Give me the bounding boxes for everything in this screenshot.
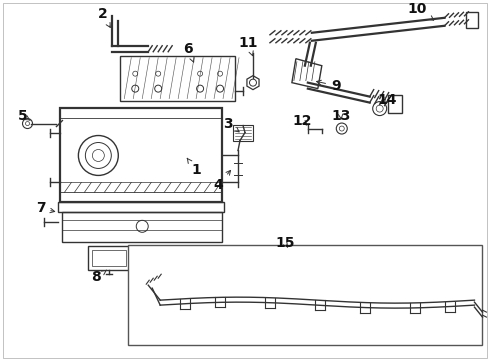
Text: 7: 7 xyxy=(36,201,55,215)
Bar xyxy=(388,95,402,113)
Bar xyxy=(128,245,483,345)
Text: 5: 5 xyxy=(18,109,30,122)
Bar xyxy=(60,108,222,202)
Text: 9: 9 xyxy=(317,78,341,93)
Text: 14: 14 xyxy=(378,93,397,107)
Bar xyxy=(233,125,253,140)
Text: 1: 1 xyxy=(187,158,201,177)
Bar xyxy=(62,212,222,242)
Text: 2: 2 xyxy=(98,7,110,27)
Text: 13: 13 xyxy=(331,109,350,122)
Text: 15: 15 xyxy=(275,236,294,250)
Text: 6: 6 xyxy=(183,42,194,62)
Bar xyxy=(58,202,224,212)
Bar xyxy=(92,250,126,266)
Bar xyxy=(88,246,130,270)
Bar xyxy=(466,12,478,28)
Text: 3: 3 xyxy=(223,117,239,132)
Text: 12: 12 xyxy=(292,113,312,127)
Text: 10: 10 xyxy=(408,2,434,20)
Text: 8: 8 xyxy=(92,270,106,284)
Text: 4: 4 xyxy=(213,170,231,192)
Text: 11: 11 xyxy=(238,36,258,56)
Bar xyxy=(120,56,235,100)
